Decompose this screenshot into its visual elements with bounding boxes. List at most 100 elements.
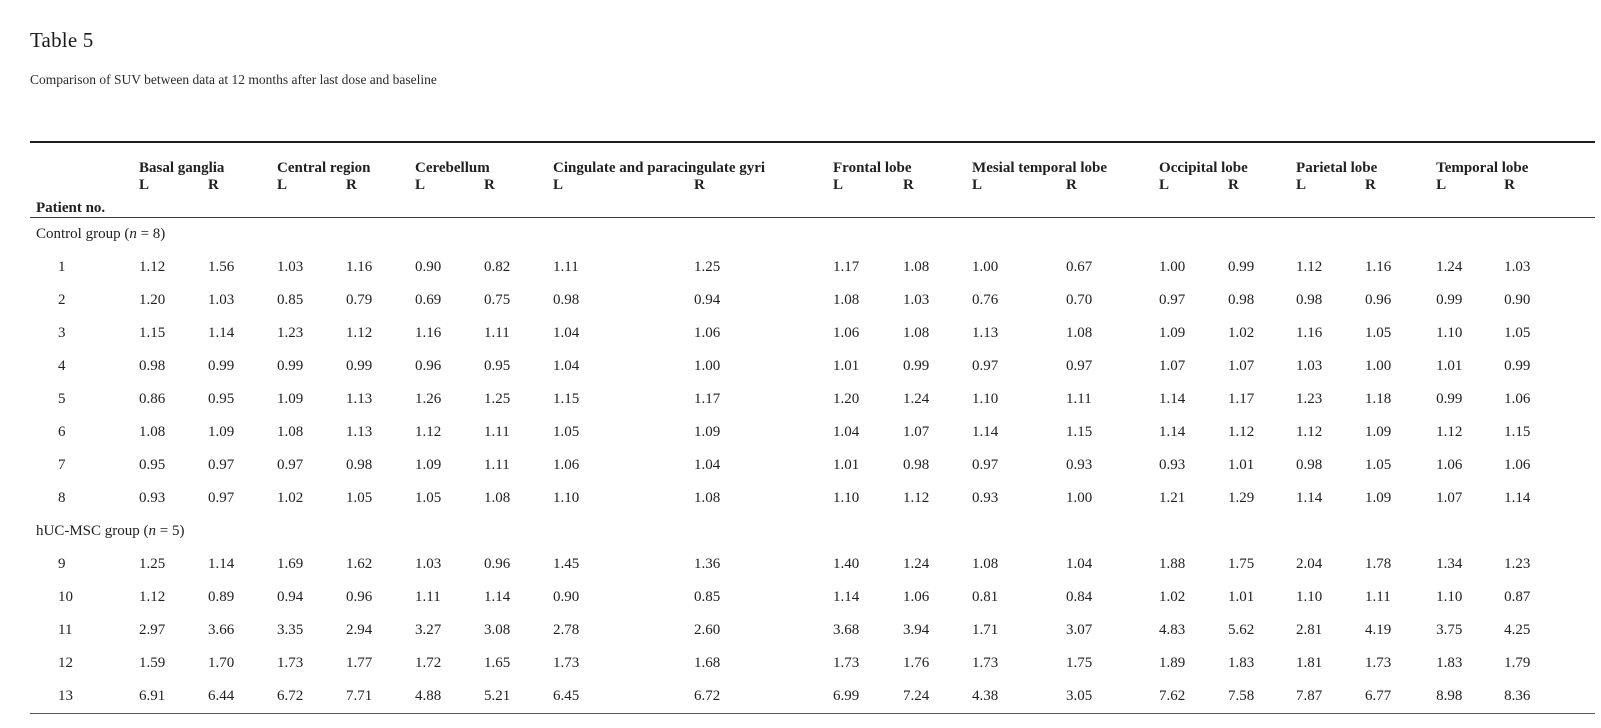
suv-value: 1.04 [833,424,860,440]
suv-value: 1.01 [1228,457,1255,473]
group-row: hUC-MSC group (n = 5) [30,515,1595,548]
patient-row-13: 13 6.91 6.44 6.72 7.71 4.88 5.21 6.45 6.72 6.99 7.… [30,680,1596,714]
suv-value: 1.09 [1159,325,1186,341]
suv-value: 1.14 [1504,490,1531,506]
suv-value: 1.03 [903,292,930,308]
suv-value: 2.81 [1296,622,1323,638]
suv-value: 1.23 [277,325,304,341]
group-label: hUC-MSC group (n = 5) [36,523,185,539]
suv-value: 1.15 [553,391,580,407]
suv-value: 0.98 [1296,292,1323,308]
suv-value: 1.25 [484,391,511,407]
suv-value: 1.09 [1365,424,1392,440]
suv-value: 6.72 [692,680,832,714]
suv-value: 8.36 [1502,680,1596,714]
column-header-cerebellum: Cerebellum [413,141,551,177]
side-label-R: R [344,177,413,218]
suv-value: 1.00 [972,259,999,275]
suv-value: 0.90 [1504,292,1531,308]
suv-value: 0.99 [1436,292,1463,308]
suv-value: 1.07 [1436,490,1463,506]
patient-row-2: 2 1.20 1.03 0.85 0.79 0.69 0.75 0.98 0.94 1.08 1.0… [30,284,1595,317]
suv-value: 0.93 [1159,457,1186,473]
patient-number: 5 [58,391,66,407]
side-label-R: R [206,177,275,218]
suv-value: 1.03 [277,259,304,275]
suv-value: 1.26 [415,391,442,407]
patient-number: 7 [58,457,66,473]
suv-value: 1.03 [208,292,235,308]
group-label: Control group (n = 8) [36,226,166,242]
suv-value: 1.71 [972,622,999,638]
side-label-L: L [413,177,482,218]
side-label-R: R [1226,177,1295,218]
suv-value: 1.03 [1296,358,1323,374]
suv-value: 1.14 [1296,490,1323,506]
patient-row-11: 11 2.97 3.66 3.35 2.94 3.27 3.08 2.78 2.60 3.68 3.… [30,614,1595,647]
side-label-L: L [551,177,692,218]
suv-value: 1.16 [415,325,442,341]
suv-value: 1.25 [694,259,721,275]
suv-value: 1.09 [415,457,442,473]
suv-value: 2.97 [139,622,166,638]
suv-value: 0.87 [1504,589,1531,605]
suv-value: 1.11 [1066,391,1092,407]
suv-value: 1.08 [903,259,930,275]
suv-value: 1.01 [1228,589,1255,605]
table-title: Table 5 [30,28,94,52]
patient-number: 3 [58,325,66,341]
suv-value: 0.96 [484,556,511,572]
suv-value: 1.02 [277,490,304,506]
suv-value: 0.79 [346,292,373,308]
suv-value: 1.15 [1066,424,1093,440]
suv-value: 0.99 [346,358,373,374]
patient-row-1: 1 1.12 1.56 1.03 1.16 0.90 0.82 1.11 1.25 1.17 1.0… [30,251,1595,284]
suv-value: 0.95 [208,391,235,407]
suv-value: 1.14 [1159,424,1186,440]
side-label-L: L [1157,177,1227,218]
side-label-R: R [482,177,551,218]
side-label-R: R [1363,177,1435,218]
suv-value: 1.12 [1228,424,1255,440]
suv-value: 1.08 [972,556,999,572]
suv-value: 0.94 [694,292,721,308]
suv-value: 1.25 [139,556,166,572]
suv-value: 7.71 [344,680,413,714]
column-header-patient-no: Patient no. [30,141,137,218]
suv-value: 6.45 [551,680,692,714]
suv-value: 1.08 [1066,325,1093,341]
suv-value: 0.97 [1159,292,1186,308]
suv-value: 0.98 [1228,292,1255,308]
group-row: Control group (n = 8) [30,218,1595,252]
suv-value: 1.12 [903,490,930,506]
patient-row-5: 5 0.86 0.95 1.09 1.13 1.26 1.25 1.15 1.17 1.20 1.2… [30,383,1595,416]
side-label-L: L [831,177,902,218]
suv-value: 1.10 [1436,589,1463,605]
patient-row-9: 9 1.25 1.14 1.69 1.62 1.03 0.96 1.45 1.36 1.40 1.2… [30,548,1595,581]
suv-value: 4.38 [970,680,1065,714]
suv-value: 1.08 [484,490,511,506]
suv-value: 1.75 [1228,556,1255,572]
suv-value: 1.00 [1066,490,1093,506]
suv-value: 0.97 [972,457,999,473]
suv-value: 3.35 [277,622,304,638]
suv-value: 0.97 [277,457,304,473]
patient-number: 13 [30,680,137,714]
suv-value: 5.62 [1228,622,1255,638]
suv-value: 1.73 [972,655,999,671]
suv-value: 0.99 [277,358,304,374]
suv-value: 1.12 [415,424,442,440]
group-n-variable: n [148,523,157,539]
column-header-frontal-lobe: Frontal lobe [831,141,971,177]
suv-value: 7.58 [1226,680,1295,714]
suv-value: 0.90 [415,259,442,275]
suv-value: 1.07 [903,424,930,440]
patient-number: 9 [58,556,66,572]
suv-value: 1.01 [1436,358,1463,374]
suv-value: 1.14 [1159,391,1186,407]
suv-value: 1.05 [553,424,580,440]
side-label-L: L [275,177,344,218]
suv-value: 0.98 [346,457,373,473]
suv-value: 1.23 [1504,556,1531,572]
